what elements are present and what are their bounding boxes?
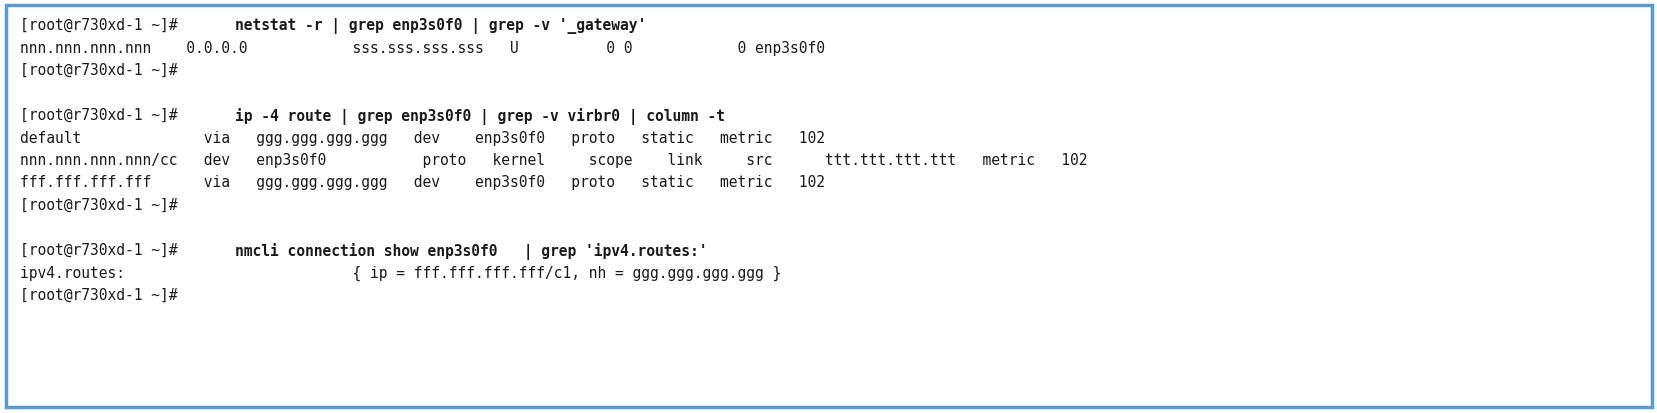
Text: nmcli connection show enp3s0f0   | grep 'ipv4.routes:': nmcli connection show enp3s0f0 | grep 'i… bbox=[234, 242, 706, 259]
Text: [root@r730xd-1 ~]#: [root@r730xd-1 ~]# bbox=[20, 197, 177, 212]
Text: [root@r730xd-1 ~]#: [root@r730xd-1 ~]# bbox=[20, 108, 186, 123]
Text: nnn.nnn.nnn.nnn    0.0.0.0            sss.sss.sss.sss   U          0 0          : nnn.nnn.nnn.nnn 0.0.0.0 sss.sss.sss.sss … bbox=[20, 40, 825, 55]
Text: nnn.nnn.nnn.nnn/cc   dev   enp3s0f0           proto   kernel     scope    link  : nnn.nnn.nnn.nnn/cc dev enp3s0f0 proto ke… bbox=[20, 153, 1087, 168]
Text: ipv4.routes:                          { ip = fff.fff.fff.fff/c1, nh = ggg.ggg.gg: ipv4.routes: { ip = fff.fff.fff.fff/c1, … bbox=[20, 265, 780, 280]
Text: default              via   ggg.ggg.ggg.ggg   dev    enp3s0f0   proto   static   : default via ggg.ggg.ggg.ggg dev enp3s0f0… bbox=[20, 130, 825, 145]
Text: [root@r730xd-1 ~]#: [root@r730xd-1 ~]# bbox=[20, 287, 177, 302]
Text: fff.fff.fff.fff      via   ggg.ggg.ggg.ggg   dev    enp3s0f0   proto   static   : fff.fff.fff.fff via ggg.ggg.ggg.ggg dev … bbox=[20, 175, 825, 190]
Text: ip -4 route | grep enp3s0f0 | grep -v virbr0 | column -t: ip -4 route | grep enp3s0f0 | grep -v vi… bbox=[234, 108, 724, 125]
Text: [root@r730xd-1 ~]#: [root@r730xd-1 ~]# bbox=[20, 18, 186, 33]
Text: netstat -r | grep enp3s0f0 | grep -v '_gateway': netstat -r | grep enp3s0f0 | grep -v '_g… bbox=[234, 18, 645, 34]
Text: [root@r730xd-1 ~]#: [root@r730xd-1 ~]# bbox=[20, 63, 177, 78]
Text: [root@r730xd-1 ~]#: [root@r730xd-1 ~]# bbox=[20, 242, 186, 257]
